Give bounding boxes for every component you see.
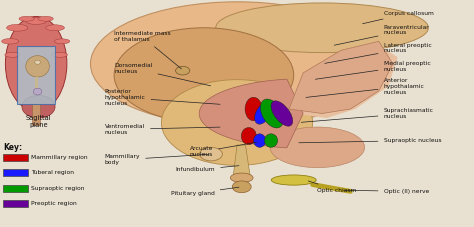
Ellipse shape (7, 24, 28, 31)
Text: Dorsomedial
nucleus: Dorsomedial nucleus (114, 63, 210, 86)
Text: Anterior
hypothalamic
nucleus: Anterior hypothalamic nucleus (306, 78, 424, 97)
Ellipse shape (5, 52, 20, 57)
Ellipse shape (1, 39, 18, 44)
Ellipse shape (270, 127, 365, 168)
Polygon shape (294, 46, 398, 118)
Text: Pituitary gland: Pituitary gland (171, 187, 239, 196)
Ellipse shape (264, 134, 278, 147)
Ellipse shape (254, 134, 266, 147)
Bar (3, 154, 27, 161)
Ellipse shape (200, 147, 222, 161)
Ellipse shape (35, 60, 40, 64)
Polygon shape (289, 41, 393, 114)
Ellipse shape (114, 28, 294, 123)
Ellipse shape (91, 2, 383, 126)
Text: Corpus callosum: Corpus callosum (363, 11, 433, 24)
Ellipse shape (230, 173, 253, 183)
Bar (3, 200, 27, 207)
Ellipse shape (255, 103, 272, 124)
Ellipse shape (26, 56, 49, 77)
Ellipse shape (26, 18, 47, 24)
Ellipse shape (216, 3, 428, 53)
Text: Infundibulum: Infundibulum (175, 166, 239, 172)
Text: Optic (II) nerve: Optic (II) nerve (344, 189, 429, 194)
Text: Lateral preoptic
nucleus: Lateral preoptic nucleus (325, 43, 431, 63)
Text: Sagittal
plane: Sagittal plane (26, 115, 51, 128)
Text: Preoptic region: Preoptic region (31, 201, 77, 206)
Text: Key:: Key: (3, 143, 22, 152)
Text: Supraoptic region: Supraoptic region (31, 186, 85, 191)
Ellipse shape (232, 181, 251, 193)
Ellipse shape (175, 66, 190, 75)
Text: Suprachiasmatic
nucleus: Suprachiasmatic nucleus (301, 108, 434, 122)
Text: Supraoptic nucleus: Supraoptic nucleus (299, 138, 441, 143)
Ellipse shape (271, 101, 293, 126)
Text: Optic chiasm: Optic chiasm (308, 181, 357, 193)
Text: Medial preoptic
nucleus: Medial preoptic nucleus (315, 61, 430, 79)
Text: Mammillary region: Mammillary region (31, 155, 88, 160)
Text: Mammillary
body: Mammillary body (105, 154, 209, 165)
Text: Posterior
hypothalamic
nucleus: Posterior hypothalamic nucleus (105, 89, 220, 106)
Ellipse shape (38, 16, 53, 21)
Ellipse shape (52, 52, 67, 57)
Ellipse shape (5, 17, 67, 111)
Ellipse shape (19, 16, 34, 21)
Text: Arcuate
nucleus: Arcuate nucleus (190, 142, 257, 157)
Text: Paraventricular
nucleus: Paraventricular nucleus (334, 25, 429, 45)
Text: Intermediate mass
of thalamus: Intermediate mass of thalamus (114, 31, 182, 69)
Text: Ventromedial
nucleus: Ventromedial nucleus (105, 124, 220, 135)
Bar (35, 77, 37, 91)
Bar (3, 169, 27, 176)
Ellipse shape (55, 39, 70, 44)
Ellipse shape (161, 80, 313, 165)
Bar (32, 104, 40, 125)
Ellipse shape (46, 25, 64, 31)
FancyBboxPatch shape (17, 46, 55, 104)
Ellipse shape (241, 128, 256, 145)
Polygon shape (199, 79, 303, 148)
Bar (3, 185, 27, 192)
Text: Tuberal region: Tuberal region (31, 170, 74, 175)
Ellipse shape (22, 95, 55, 118)
Ellipse shape (245, 97, 262, 121)
Ellipse shape (271, 175, 316, 185)
Ellipse shape (260, 99, 283, 128)
Ellipse shape (33, 88, 42, 95)
Polygon shape (233, 145, 250, 177)
